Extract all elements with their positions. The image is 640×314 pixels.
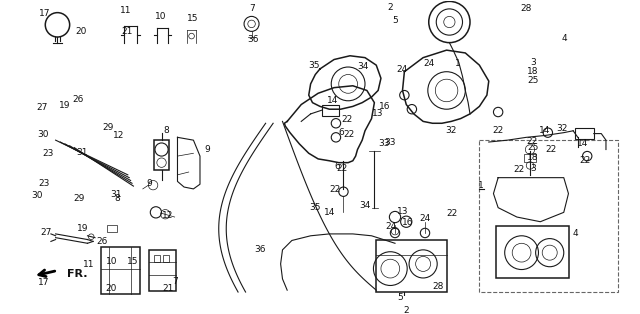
Text: 28: 28 bbox=[520, 4, 532, 14]
Text: 2: 2 bbox=[387, 3, 393, 12]
Text: 20: 20 bbox=[105, 284, 116, 293]
Bar bbox=[154, 255, 159, 262]
Text: 3: 3 bbox=[530, 164, 536, 173]
Text: 14: 14 bbox=[326, 96, 338, 105]
Text: 6: 6 bbox=[339, 128, 344, 137]
Text: 13: 13 bbox=[372, 109, 383, 118]
Text: 10: 10 bbox=[155, 12, 166, 21]
Text: 21: 21 bbox=[163, 284, 174, 293]
Text: 23: 23 bbox=[42, 149, 54, 158]
Text: 33: 33 bbox=[378, 139, 390, 149]
Text: 29: 29 bbox=[102, 122, 114, 132]
Text: 31: 31 bbox=[110, 190, 122, 199]
Text: 17: 17 bbox=[38, 278, 50, 287]
Text: 35: 35 bbox=[310, 203, 321, 212]
Text: 7: 7 bbox=[172, 277, 178, 285]
Text: 32: 32 bbox=[445, 126, 456, 134]
Text: 31: 31 bbox=[76, 148, 88, 157]
Text: 23: 23 bbox=[38, 179, 50, 188]
Text: 6: 6 bbox=[334, 162, 340, 171]
Bar bbox=[100, 247, 140, 294]
Bar bbox=[496, 226, 570, 278]
Text: 7: 7 bbox=[250, 4, 255, 14]
Text: FR.: FR. bbox=[67, 269, 87, 279]
Text: 14: 14 bbox=[540, 127, 550, 135]
Text: 3: 3 bbox=[530, 58, 536, 67]
Text: 22: 22 bbox=[545, 145, 556, 154]
Bar bbox=[149, 250, 175, 291]
Text: 4: 4 bbox=[572, 230, 578, 238]
Text: 5: 5 bbox=[397, 293, 403, 302]
Text: 1: 1 bbox=[455, 59, 461, 68]
Text: 36: 36 bbox=[254, 245, 266, 254]
Text: 28: 28 bbox=[432, 282, 444, 291]
Bar bbox=[524, 154, 536, 162]
Text: 9: 9 bbox=[205, 145, 211, 154]
Text: 30: 30 bbox=[38, 130, 49, 139]
Text: 1: 1 bbox=[478, 181, 484, 190]
Text: 22: 22 bbox=[336, 164, 348, 173]
Text: 27: 27 bbox=[40, 229, 52, 237]
Bar bbox=[322, 105, 339, 116]
Text: 24: 24 bbox=[386, 222, 397, 231]
Text: 17: 17 bbox=[38, 9, 50, 18]
Text: 11: 11 bbox=[83, 260, 95, 269]
Text: 26: 26 bbox=[97, 237, 108, 246]
Text: 8: 8 bbox=[115, 193, 120, 203]
Bar bbox=[107, 225, 116, 232]
Text: 22: 22 bbox=[330, 185, 340, 194]
Text: 36: 36 bbox=[247, 35, 259, 44]
Text: 5: 5 bbox=[393, 16, 399, 25]
Text: 18: 18 bbox=[527, 153, 539, 161]
Text: 24: 24 bbox=[419, 214, 431, 223]
Bar bbox=[376, 241, 447, 292]
Text: 22: 22 bbox=[526, 137, 538, 146]
Text: 11: 11 bbox=[120, 6, 132, 15]
Bar bbox=[575, 128, 594, 139]
Text: 14: 14 bbox=[324, 208, 335, 217]
Text: 35: 35 bbox=[308, 61, 320, 70]
Text: 24: 24 bbox=[424, 59, 435, 68]
Text: 22: 22 bbox=[513, 165, 525, 174]
Text: 12: 12 bbox=[163, 211, 174, 220]
Text: 25: 25 bbox=[527, 76, 539, 85]
Text: 22: 22 bbox=[580, 156, 591, 165]
Text: 18: 18 bbox=[527, 67, 539, 76]
Text: 22: 22 bbox=[344, 130, 355, 139]
Text: 22: 22 bbox=[342, 115, 353, 124]
Text: 15: 15 bbox=[127, 257, 138, 266]
Text: 24: 24 bbox=[396, 65, 407, 73]
Text: 33: 33 bbox=[385, 138, 396, 147]
Text: 15: 15 bbox=[187, 14, 198, 23]
Bar bbox=[163, 255, 169, 262]
Text: 8: 8 bbox=[163, 126, 169, 135]
Text: 13: 13 bbox=[397, 207, 408, 216]
Text: 9: 9 bbox=[146, 179, 152, 188]
Text: 34: 34 bbox=[358, 62, 369, 71]
Text: 29: 29 bbox=[73, 194, 84, 203]
Text: 21: 21 bbox=[121, 27, 132, 36]
Text: 27: 27 bbox=[36, 103, 48, 112]
Text: 10: 10 bbox=[106, 257, 118, 266]
Bar bbox=[395, 300, 413, 307]
Text: 32: 32 bbox=[556, 124, 568, 133]
Text: 19: 19 bbox=[77, 224, 88, 233]
Bar bbox=[154, 140, 169, 170]
Text: 14: 14 bbox=[577, 139, 588, 149]
Text: 34: 34 bbox=[359, 201, 371, 210]
Text: 2: 2 bbox=[403, 306, 409, 314]
Text: 16: 16 bbox=[403, 218, 414, 227]
Text: 26: 26 bbox=[72, 95, 84, 104]
Text: 25: 25 bbox=[527, 143, 538, 152]
Text: 20: 20 bbox=[76, 27, 87, 36]
Text: 22: 22 bbox=[446, 209, 458, 218]
Text: 16: 16 bbox=[378, 102, 390, 111]
Text: 19: 19 bbox=[60, 101, 71, 111]
Text: 30: 30 bbox=[31, 191, 42, 200]
Text: 22: 22 bbox=[493, 126, 504, 135]
Text: 12: 12 bbox=[113, 131, 125, 140]
Text: 4: 4 bbox=[562, 34, 568, 43]
Bar bbox=[479, 140, 618, 292]
